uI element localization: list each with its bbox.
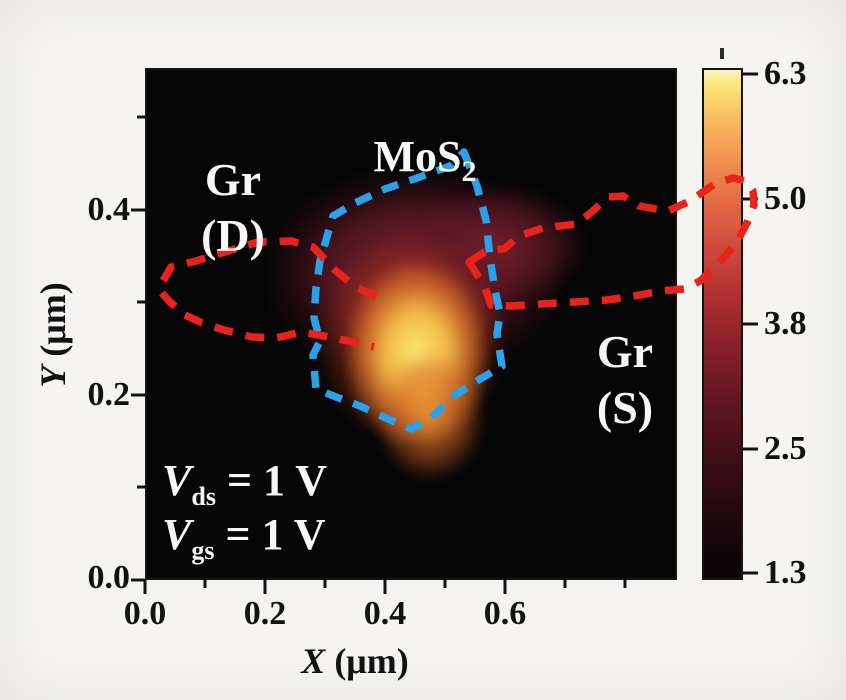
mos2-label-main: MoS xyxy=(373,132,462,181)
y-tick-label-0.2: 0.2 xyxy=(87,376,131,413)
graphene-drain-label-line1: Gr xyxy=(204,154,262,205)
vds-value: = 1 V xyxy=(215,456,327,505)
colorbar-tick-label-3.8: 3.8 xyxy=(764,305,807,342)
colorbar-top-tick xyxy=(720,48,724,59)
mos2-label: MoS2 xyxy=(350,134,500,195)
colorbar-tick-label-6.3: 6.3 xyxy=(764,55,807,92)
y-tick-label-0.0: 0.0 xyxy=(87,559,131,596)
x-axis-letter: X xyxy=(301,641,326,681)
x-axis-unit: (μm) xyxy=(325,641,409,681)
x-tick-label-0.0: 0.0 xyxy=(123,595,167,632)
mos2-label-subscript: 2 xyxy=(461,154,477,188)
vds-symbol: V xyxy=(162,456,192,505)
colorbar xyxy=(702,68,743,580)
graphene-source-label-line2: (S) xyxy=(596,382,654,434)
drain-bias-annotation: Vds = 1 V xyxy=(162,458,327,520)
gate-bias-annotation: Vgs = 1 V xyxy=(162,512,326,574)
graphene-source-label-line1: Gr xyxy=(596,326,654,377)
photocurrent-hotspot-tail xyxy=(375,350,485,480)
vgs-subscript: gs xyxy=(191,535,215,565)
y-axis-unit: (μm) xyxy=(33,282,73,366)
x-tick-label-0.2: 0.2 xyxy=(243,595,287,632)
vds-subscript: ds xyxy=(191,481,216,511)
colorbar-tick-label-5.0: 5.0 xyxy=(764,180,807,217)
vgs-value: = 1 V xyxy=(214,510,326,559)
colorbar-tick-label-1.3: 1.3 xyxy=(764,554,807,591)
x-tick-label-0.6: 0.6 xyxy=(483,595,527,632)
vgs-symbol: V xyxy=(162,510,192,559)
colorbar-tick-label-2.5: 2.5 xyxy=(764,430,807,467)
graphene-drain-label-line2: (D) xyxy=(201,210,265,262)
graphene-source-label: Gr (S) xyxy=(560,324,690,436)
graphene-drain-label: Gr (D) xyxy=(168,152,298,264)
x-axis-title: X (μm) xyxy=(255,640,455,682)
y-axis-letter: Y xyxy=(33,365,73,388)
y-axis-title: Y (μm) xyxy=(32,235,73,435)
x-tick-label-0.4: 0.4 xyxy=(363,595,407,632)
y-tick-label-0.4: 0.4 xyxy=(87,191,131,228)
